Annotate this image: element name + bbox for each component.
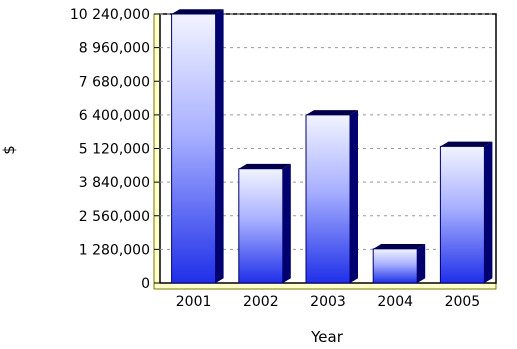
x-axis-ticks: 2001 2002 2003 2004 2005 xyxy=(176,294,480,310)
bar-top xyxy=(306,110,358,115)
plot-floor xyxy=(153,282,497,290)
y-axis-ticks: 0 1 280,000 2 560,000 3 840,000 5 120,000 6 4… xyxy=(70,7,159,292)
plot-left-wall xyxy=(153,13,161,290)
bar-face xyxy=(238,168,284,284)
x-tick-label: 2002 xyxy=(243,294,279,310)
bar-side xyxy=(282,163,291,283)
bar-face xyxy=(305,114,351,284)
y-tick-label: 3 840,000 xyxy=(79,175,150,191)
y-tick-label: 10 240,000 xyxy=(70,7,150,23)
x-tick-label: 2004 xyxy=(377,294,413,310)
bar-2005 xyxy=(439,141,493,284)
bar-top xyxy=(373,244,426,249)
bar-2001 xyxy=(171,9,224,284)
y-tick-label: 5 120,000 xyxy=(79,142,150,158)
x-tick-label: 2001 xyxy=(176,294,212,310)
bar-2004 xyxy=(372,244,426,284)
bar-top xyxy=(440,141,493,147)
bar-face xyxy=(171,13,217,284)
bar-face xyxy=(372,248,418,284)
x-tick-label: 2003 xyxy=(310,294,346,310)
bars xyxy=(171,9,493,284)
y-tick-label: 1 280,000 xyxy=(79,242,150,258)
y-tick-label: 6 400,000 xyxy=(79,108,150,124)
y-tick-label: 0 xyxy=(141,276,150,292)
bar-2002 xyxy=(238,163,291,284)
y-tick-label: 8 960,000 xyxy=(79,41,150,57)
bar-side xyxy=(484,141,493,283)
bar-side xyxy=(417,244,426,283)
y-axis-label: $ xyxy=(0,145,18,155)
y-tick-label: 2 560,000 xyxy=(79,209,150,225)
bar-top xyxy=(238,163,291,169)
bar-side xyxy=(215,9,224,283)
bar-2003 xyxy=(305,110,358,284)
x-tick-label: 2005 xyxy=(445,294,481,310)
x-axis-label: Year xyxy=(310,328,344,346)
bar-face xyxy=(439,145,485,284)
bar-top xyxy=(171,9,224,14)
y-tick-label: 7 680,000 xyxy=(79,74,150,90)
bar-side xyxy=(350,110,358,283)
